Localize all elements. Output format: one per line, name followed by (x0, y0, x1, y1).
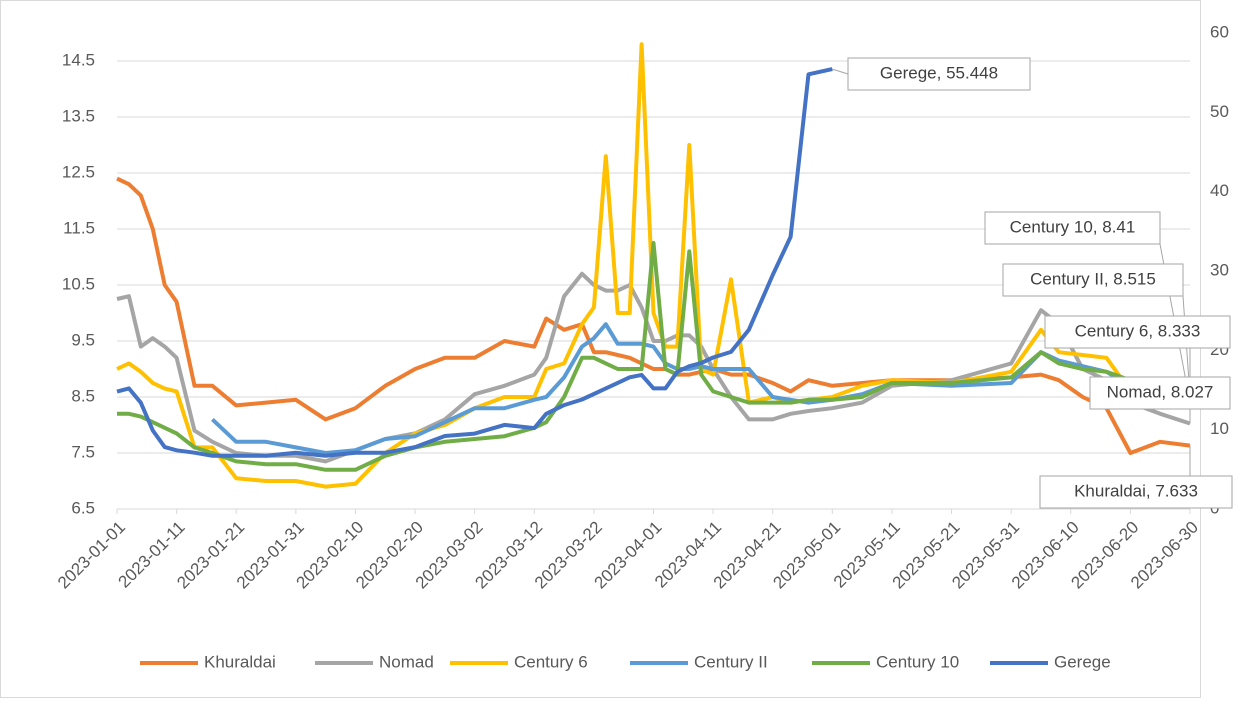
y2-tick-label: 50 (1210, 102, 1229, 121)
y2-tick-label: 10 (1210, 419, 1229, 438)
annotation-box (1089, 376, 1231, 410)
annotation: Gerege, 55.448 (832, 57, 1031, 91)
legend-label: Century II (694, 652, 768, 671)
y-tick-label: 10.5 (62, 274, 95, 293)
y-tick-label: 7.5 (71, 442, 95, 461)
y-tick-label: 9.5 (71, 330, 95, 349)
legend-label: Century 6 (514, 652, 588, 671)
annotation-leader (832, 68, 849, 75)
y2-tick-label: 40 (1210, 181, 1229, 200)
annotation-box (984, 211, 1161, 245)
annotation-label: Century 6, 8.333 (1075, 321, 1201, 340)
annotation-label: Century II, 8.515 (1030, 269, 1156, 288)
legend-label: Nomad (379, 652, 434, 671)
annotation-label: Gerege, 55.448 (880, 63, 998, 82)
y-tick-label: 11.5 (63, 218, 95, 237)
annotation: Century 6, 8.333 (1044, 315, 1231, 407)
y-tick-label: 13.5 (62, 106, 95, 125)
y-tick-label: 12.5 (62, 162, 95, 181)
legend-label: Century 10 (876, 652, 959, 671)
annotation-label: Khuraldai, 7.633 (1074, 481, 1198, 500)
legend-label: Khuraldai (204, 652, 276, 671)
annotation-box (1002, 263, 1184, 297)
y-tick-label: 8.5 (71, 386, 95, 405)
annotation-box (1044, 315, 1231, 349)
annotation: Century II, 8.515 (1002, 263, 1191, 397)
series-line (117, 241, 1191, 472)
annotation-label: Century 10, 8.41 (1010, 217, 1136, 236)
y-tick-label: 14.5 (62, 50, 95, 69)
legend-label: Gerege (1054, 652, 1111, 671)
y2-tick-label: 30 (1210, 260, 1229, 279)
annotation: Khuraldai, 7.633 (1039, 445, 1233, 509)
annotation-box (1039, 475, 1233, 509)
annotation-label: Nomad, 8.027 (1107, 382, 1214, 401)
annotation-box (847, 57, 1031, 91)
y2-tick-label: 60 (1210, 22, 1229, 41)
y-tick-label: 6.5 (71, 498, 95, 517)
annotation: Nomad, 8.027 (1089, 376, 1231, 424)
series-line (116, 67, 833, 458)
